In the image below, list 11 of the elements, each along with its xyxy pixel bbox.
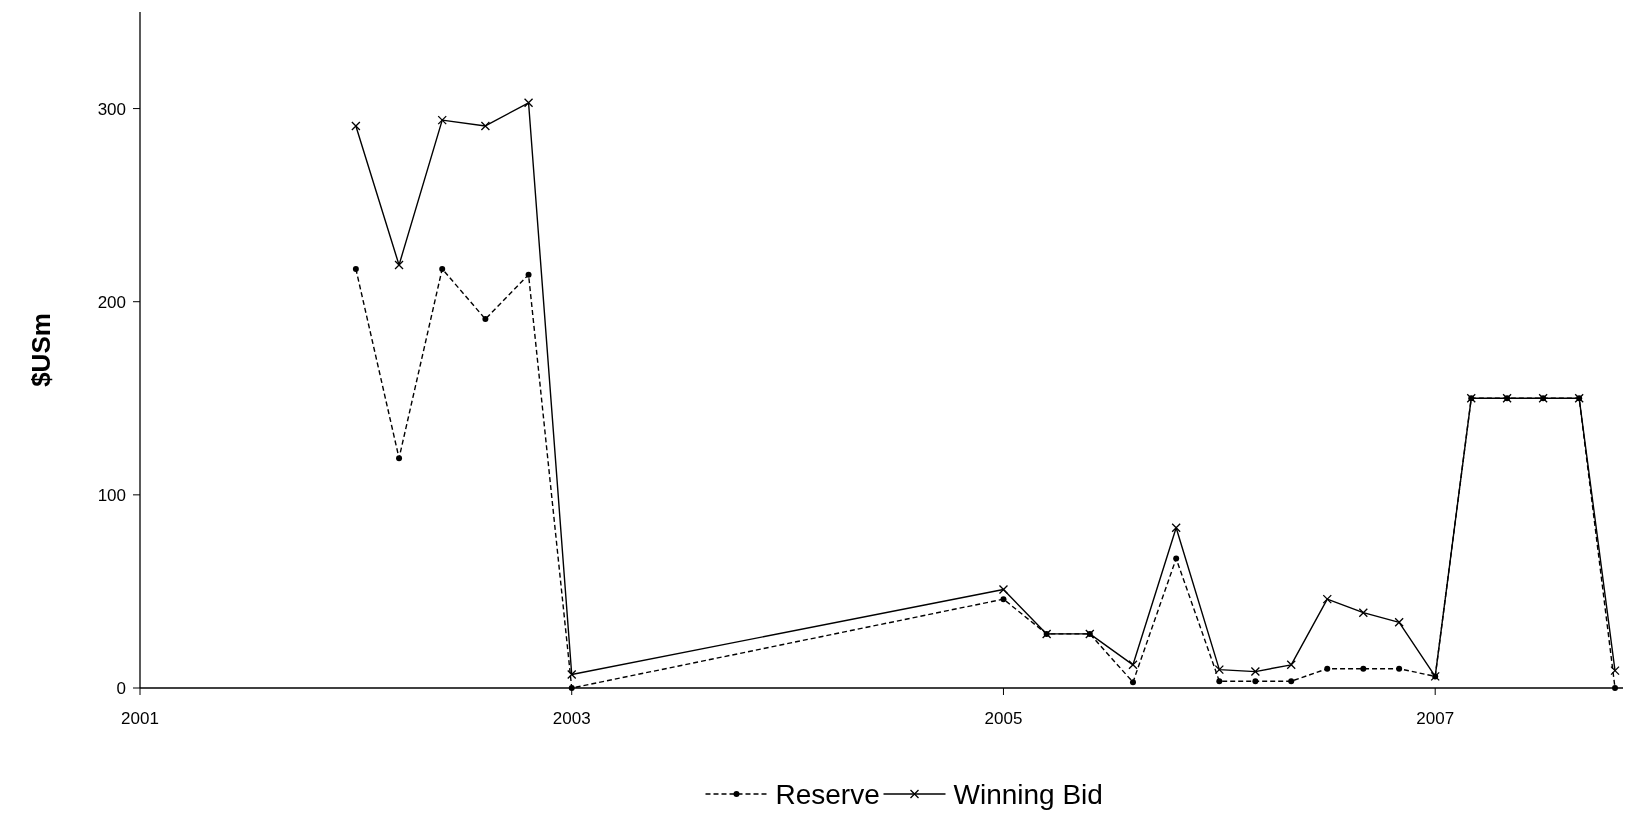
y-tick-label: 300 <box>97 99 126 119</box>
x-tick-label: 2005 <box>984 709 1023 728</box>
legend-label: Winning Bid <box>953 778 1103 810</box>
y-tick-label: 0 <box>116 678 126 698</box>
x-tick-label: 2007 <box>1416 709 1455 728</box>
x-tick-label: 2001 <box>121 709 159 728</box>
y-tick-label: 200 <box>97 292 126 312</box>
x-tick-label: 2003 <box>552 709 591 728</box>
legend-label: Reserve <box>775 778 880 810</box>
y-tick-label: 100 <box>97 485 126 505</box>
y-axis-title: $USm <box>26 313 56 387</box>
